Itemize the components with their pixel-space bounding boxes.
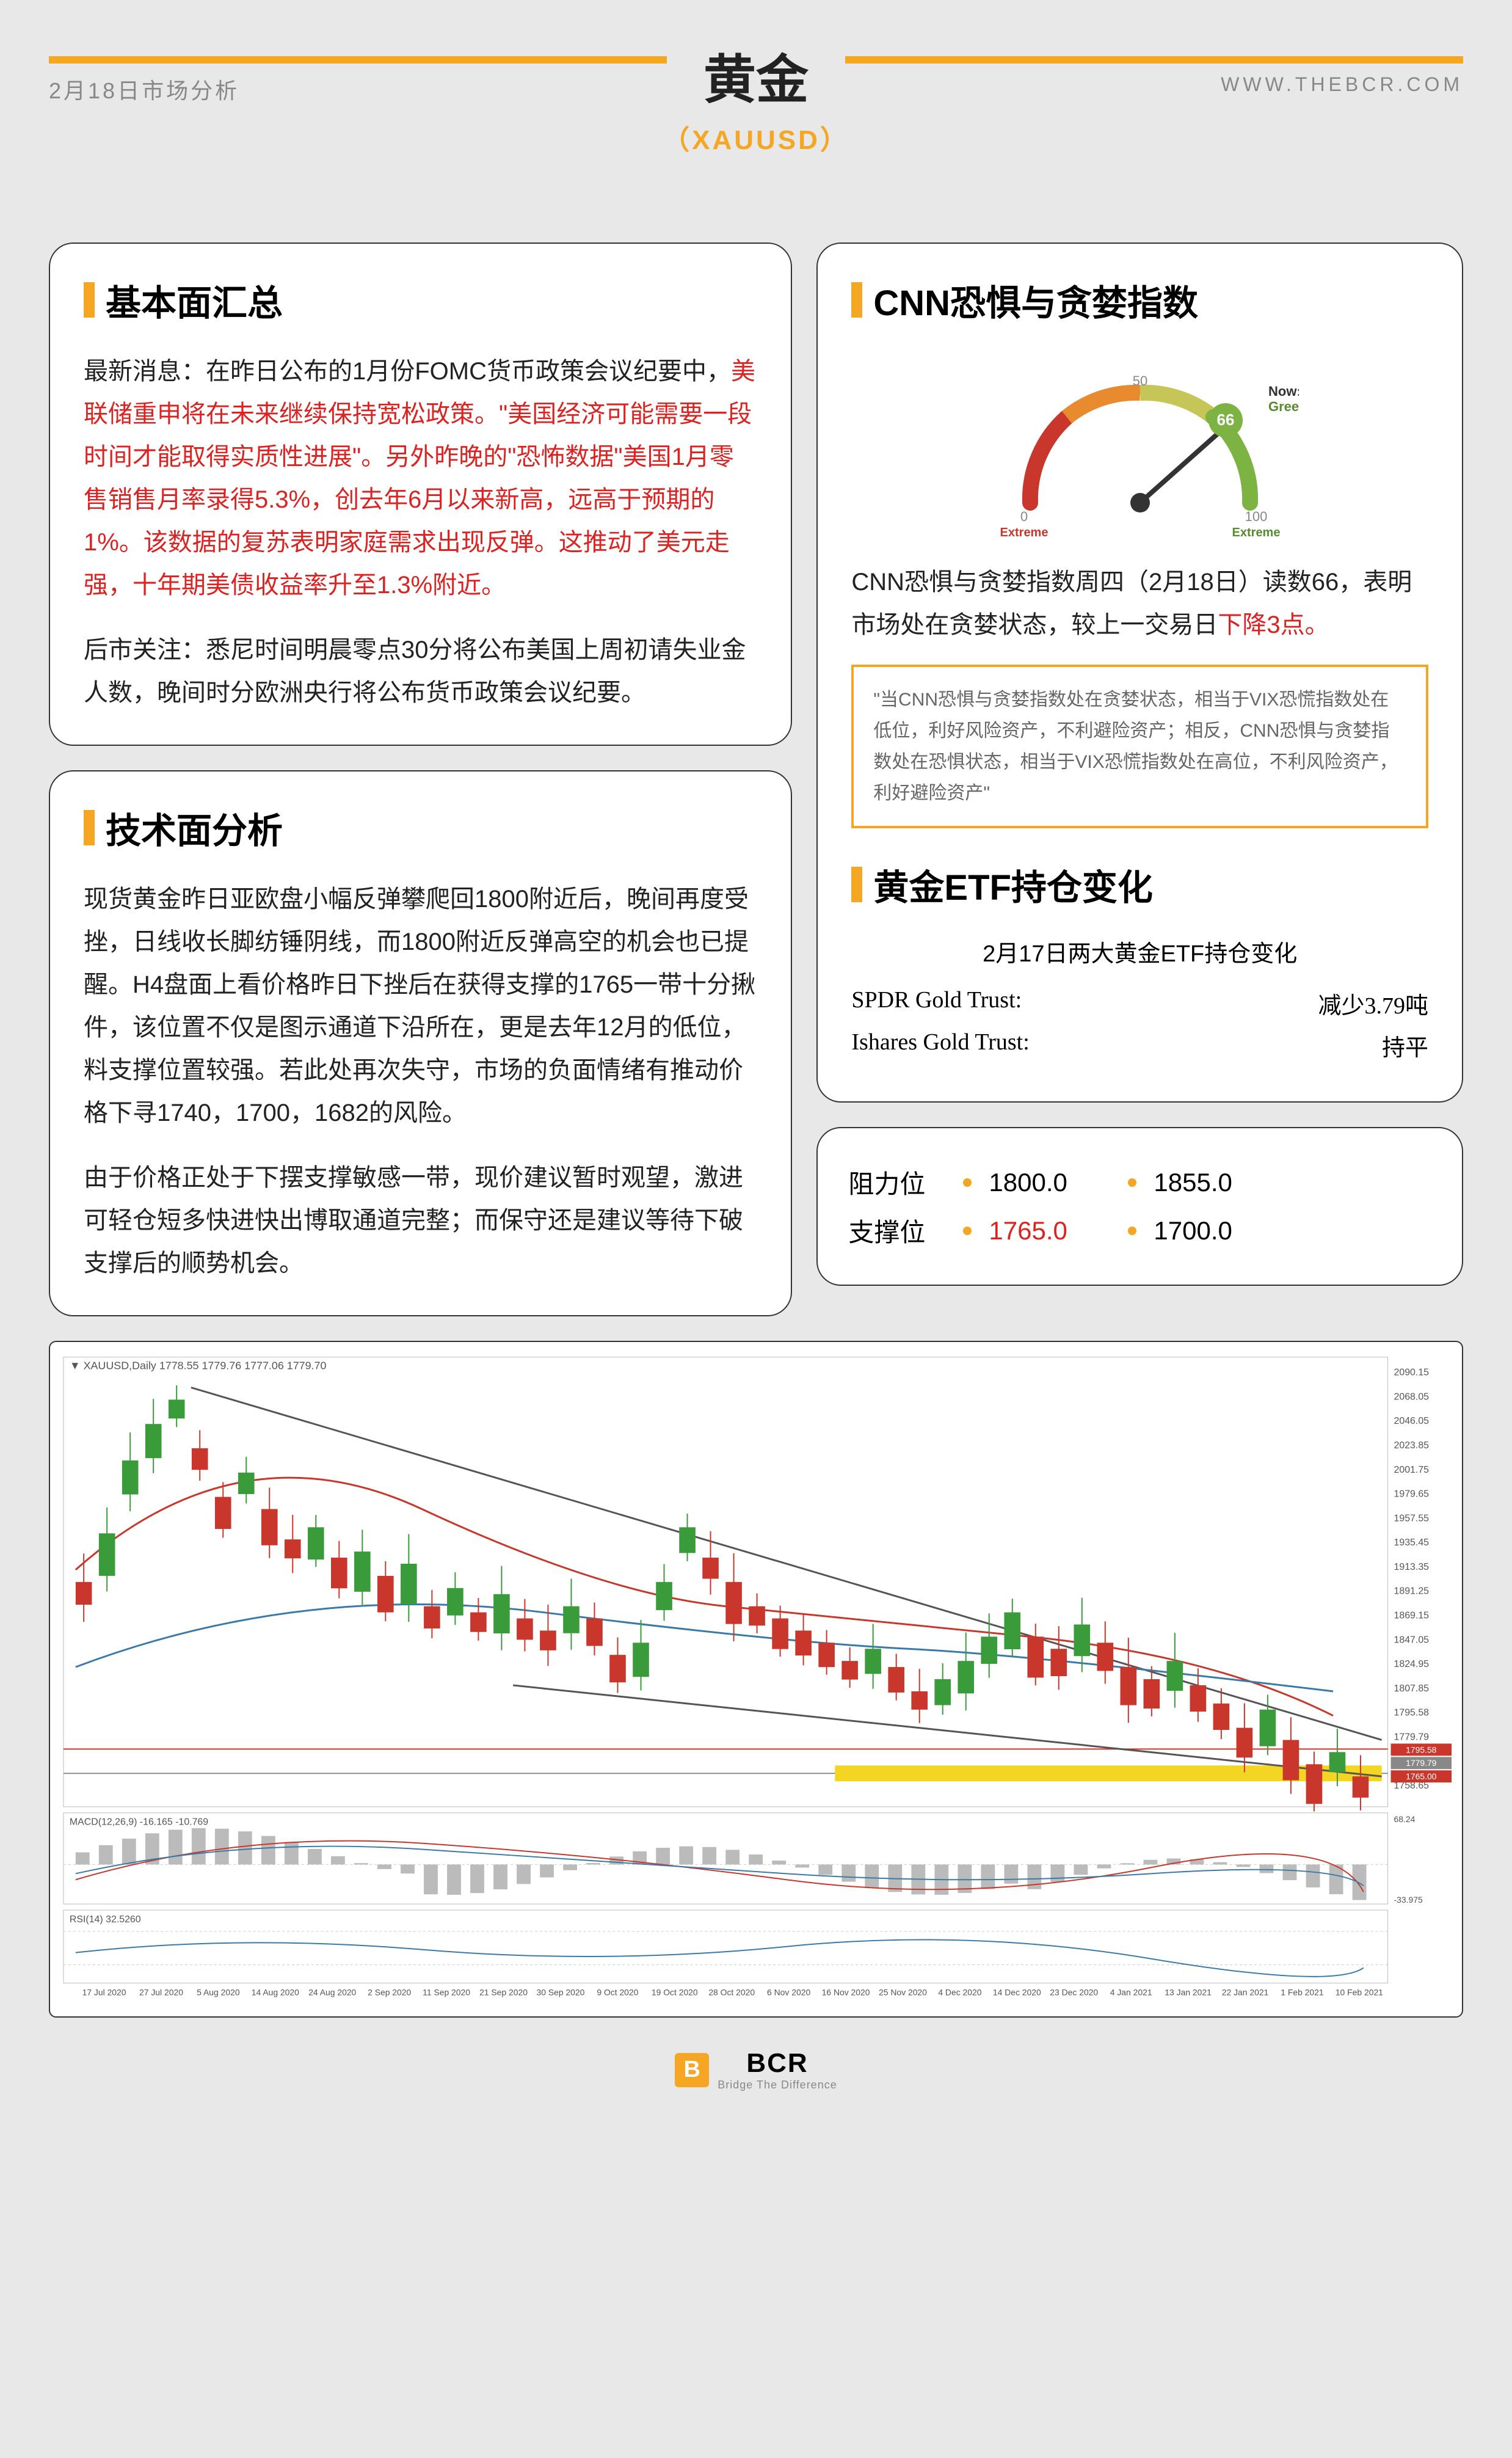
- svg-text:22 Jan 2021: 22 Jan 2021: [1222, 1987, 1269, 1997]
- price-chart-card: ▼ XAUUSD,Daily 1778.55 1779.76 1777.06 1…: [49, 1341, 1463, 2018]
- svg-text:1807.85: 1807.85: [1394, 1683, 1430, 1694]
- page-title: 黄金: [667, 37, 845, 113]
- svg-text:5 Aug 2020: 5 Aug 2020: [197, 1987, 240, 1997]
- svg-text:1847.05: 1847.05: [1394, 1635, 1430, 1645]
- svg-text:2001.75: 2001.75: [1394, 1465, 1430, 1475]
- svg-text:17 Jul 2020: 17 Jul 2020: [82, 1987, 126, 1997]
- svg-text:68.24: 68.24: [1394, 1814, 1416, 1824]
- levels-card: 阻力位 1800.0 1855.0 支撑位 1765.0 1700.0: [816, 1127, 1463, 1286]
- svg-text:-33.975: -33.975: [1394, 1895, 1423, 1905]
- page-footer: B BCR Bridge The Difference: [49, 2048, 1463, 2091]
- fundamentals-p1: 最新消息：在昨日公布的1月份FOMC货币政策会议纪要中，美联储重申将在未来继续保…: [84, 350, 757, 607]
- svg-text:Greed: Greed: [1268, 399, 1299, 414]
- svg-text:2068.05: 2068.05: [1394, 1391, 1430, 1402]
- svg-text:1795.58: 1795.58: [1406, 1745, 1437, 1754]
- svg-text:25 Nov 2020: 25 Nov 2020: [879, 1987, 927, 1997]
- svg-text:▼ XAUUSD,Daily 1778.55 1779.76: ▼ XAUUSD,Daily 1778.55 1779.76 1777.06 1…: [70, 1360, 327, 1372]
- candlestick-chart: ▼ XAUUSD,Daily 1778.55 1779.76 1777.06 1…: [57, 1349, 1455, 2009]
- svg-text:66: 66: [1216, 410, 1234, 429]
- svg-text:19 Oct 2020: 19 Oct 2020: [652, 1987, 698, 1997]
- fear-greed-desc: CNN恐惧与贪婪指数周四（2月18日）读数66，表明市场处在贪婪状态，较上一交易…: [851, 561, 1428, 646]
- svg-text:9 Oct 2020: 9 Oct 2020: [597, 1987, 638, 1997]
- page-subtitle: （XAUUSD）: [49, 118, 1463, 157]
- fear-greed-note: "当CNN恐惧与贪婪指数处在贪婪状态，相当于VIX恐慌指数处在低位，利好风险资产…: [851, 665, 1428, 828]
- fear-greed-gauge: 66 50 0 100 Extreme Fear Extreme Greed N…: [851, 350, 1428, 542]
- svg-text:1 Feb 2021: 1 Feb 2021: [1281, 1987, 1324, 1997]
- svg-text:10 Feb 2021: 10 Feb 2021: [1336, 1987, 1383, 1997]
- svg-text:2090.15: 2090.15: [1394, 1368, 1430, 1378]
- footer-brand: BCR: [718, 2048, 837, 2079]
- svg-text:1824.95: 1824.95: [1394, 1659, 1430, 1669]
- svg-text:2 Sep 2020: 2 Sep 2020: [368, 1987, 411, 1997]
- etf-row-0: SPDR Gold Trust:减少3.79吨: [851, 986, 1428, 1020]
- svg-text:1979.65: 1979.65: [1394, 1489, 1430, 1500]
- svg-text:Greed: Greed: [1238, 538, 1274, 539]
- svg-text:MACD(12,26,9) -16.165 -10.769: MACD(12,26,9) -16.165 -10.769: [70, 1817, 208, 1828]
- svg-text:11 Sep 2020: 11 Sep 2020: [423, 1987, 470, 1997]
- fundamentals-p1a: 最新消息：在昨日公布的1月份FOMC货币政策会议纪要中，: [84, 358, 731, 385]
- svg-text:14 Dec 2020: 14 Dec 2020: [993, 1987, 1041, 1997]
- svg-text:1891.25: 1891.25: [1394, 1586, 1430, 1597]
- etf-subtitle: 2月17日两大黄金ETF持仓变化: [851, 935, 1428, 968]
- resistance-row: 阻力位 1800.0 1855.0: [848, 1164, 1431, 1201]
- svg-text:16 Nov 2020: 16 Nov 2020: [822, 1987, 870, 1997]
- svg-text:23 Dec 2020: 23 Dec 2020: [1050, 1987, 1098, 1997]
- support-row: 支撑位 1765.0 1700.0: [848, 1212, 1431, 1249]
- svg-text:1765.00: 1765.00: [1406, 1771, 1437, 1781]
- svg-text:14 Aug 2020: 14 Aug 2020: [252, 1987, 299, 1997]
- fundamentals-p1b: 美联储重申将在未来继续保持宽松政策。"美国经济可能需要一段时间才能取得实质性进展…: [84, 358, 755, 599]
- svg-text:1779.79: 1779.79: [1394, 1732, 1430, 1742]
- etf-row-1: Ishares Gold Trust:持平: [851, 1029, 1428, 1062]
- footer-logo-icon: B: [675, 2053, 709, 2087]
- svg-text:4 Jan 2021: 4 Jan 2021: [1110, 1987, 1152, 1997]
- technical-p1: 现货黄金昨日亚欧盘小幅反弹攀爬回1800附近后，晚间再度受挫，日线收长脚纺锤阴线…: [84, 878, 757, 1134]
- fundamentals-p2: 后市关注：悉尼时间明晨零点30分将公布美国上周初请失业金人数，晚间时分欧洲央行将…: [84, 629, 757, 714]
- svg-text:1869.15: 1869.15: [1394, 1611, 1430, 1621]
- svg-text:0: 0: [1020, 509, 1028, 524]
- svg-text:2046.05: 2046.05: [1394, 1416, 1430, 1426]
- page-header: 2月18日市场分析 WWW.THEBCR.COM 黄金 （XAUUSD）: [49, 37, 1463, 157]
- footer-tagline: Bridge The Difference: [718, 2079, 837, 2091]
- svg-text:1913.35: 1913.35: [1394, 1562, 1430, 1572]
- svg-text:1795.58: 1795.58: [1394, 1708, 1430, 1718]
- fear-greed-card: CNN恐惧与贪婪指数 66 50 0 100 Extrem: [816, 243, 1463, 1103]
- svg-text:21 Sep 2020: 21 Sep 2020: [479, 1987, 528, 1997]
- svg-text:27 Jul 2020: 27 Jul 2020: [139, 1987, 183, 1997]
- svg-text:2023.85: 2023.85: [1394, 1440, 1430, 1451]
- svg-text:28 Oct 2020: 28 Oct 2020: [708, 1987, 755, 1997]
- svg-text:Extreme: Extreme: [1000, 526, 1048, 539]
- svg-text:100: 100: [1245, 509, 1267, 524]
- svg-text:13 Jan 2021: 13 Jan 2021: [1165, 1987, 1212, 1997]
- svg-text:24 Aug 2020: 24 Aug 2020: [308, 1987, 356, 1997]
- svg-text:50: 50: [1132, 373, 1147, 388]
- technical-card: 技术面分析 现货黄金昨日亚欧盘小幅反弹攀爬回1800附近后，晚间再度受挫，日线收…: [49, 770, 792, 1316]
- svg-text:1935.45: 1935.45: [1394, 1537, 1430, 1548]
- svg-text:1779.79: 1779.79: [1406, 1758, 1437, 1768]
- svg-text:4 Dec 2020: 4 Dec 2020: [938, 1987, 981, 1997]
- svg-text:Now:: Now:: [1268, 384, 1299, 399]
- svg-text:6 Nov 2020: 6 Nov 2020: [767, 1987, 810, 1997]
- fundamentals-card: 基本面汇总 最新消息：在昨日公布的1月份FOMC货币政策会议纪要中，美联储重申将…: [49, 243, 792, 746]
- svg-text:RSI(14) 32.5260: RSI(14) 32.5260: [70, 1914, 141, 1925]
- technical-p2: 由于价格正处于下摆支撑敏感一带，现价建议暂时观望，激进可轻仓短多快进快出博取通道…: [84, 1156, 757, 1285]
- svg-text:Extreme: Extreme: [1232, 526, 1280, 539]
- fear-greed-title: CNN恐惧与贪婪指数: [851, 274, 1428, 326]
- fundamentals-title: 基本面汇总: [84, 274, 757, 326]
- etf-title: 黄金ETF持仓变化: [851, 859, 1428, 910]
- svg-text:Fear: Fear: [1011, 538, 1037, 539]
- svg-text:1957.55: 1957.55: [1394, 1513, 1430, 1523]
- technical-title: 技术面分析: [84, 802, 757, 853]
- svg-text:30 Sep 2020: 30 Sep 2020: [537, 1987, 585, 1997]
